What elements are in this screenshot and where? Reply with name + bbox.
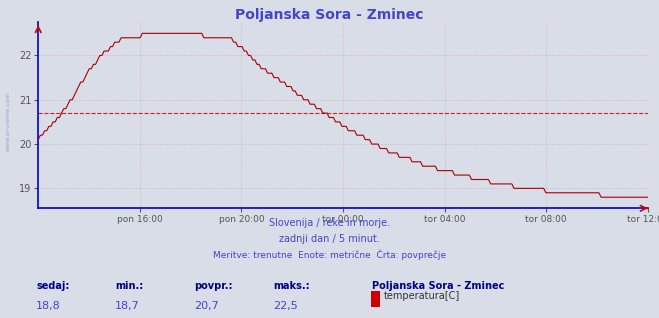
Text: www.si-vreme.com: www.si-vreme.com	[5, 91, 11, 151]
Text: temperatura[C]: temperatura[C]	[384, 291, 461, 301]
Text: 18,8: 18,8	[36, 301, 61, 310]
Text: zadnji dan / 5 minut.: zadnji dan / 5 minut.	[279, 234, 380, 244]
Text: 20,7: 20,7	[194, 301, 219, 310]
Text: min.:: min.:	[115, 281, 144, 291]
Text: Poljanska Sora - Zminec: Poljanska Sora - Zminec	[235, 8, 424, 22]
Text: maks.:: maks.:	[273, 281, 310, 291]
Text: Slovenija / reke in morje.: Slovenija / reke in morje.	[269, 218, 390, 228]
Text: Meritve: trenutne  Enote: metrične  Črta: povprečje: Meritve: trenutne Enote: metrične Črta: …	[213, 250, 446, 260]
Text: Poljanska Sora - Zminec: Poljanska Sora - Zminec	[372, 281, 505, 291]
Text: sedaj:: sedaj:	[36, 281, 70, 291]
Text: 22,5: 22,5	[273, 301, 299, 310]
Text: povpr.:: povpr.:	[194, 281, 233, 291]
Text: 18,7: 18,7	[115, 301, 140, 310]
